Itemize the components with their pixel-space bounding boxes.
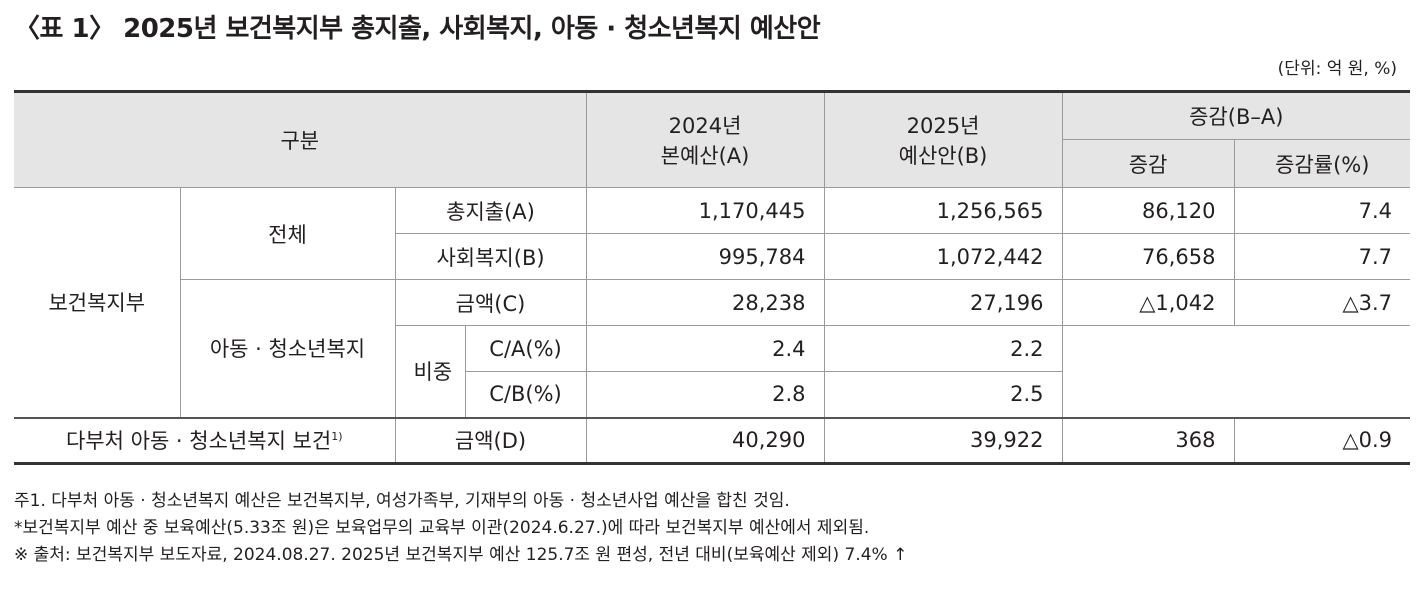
cell-2025: 39,922 — [823, 416, 1063, 465]
group-mohw: 보건복지부 — [14, 187, 181, 418]
cell-2024: 2.8 — [585, 371, 825, 418]
cell-rate: 7.4 — [1233, 187, 1411, 234]
cell-2024: 28,238 — [585, 279, 825, 326]
row-label: 금액(C) — [394, 279, 587, 326]
header-2025-year: 2025년 — [906, 114, 980, 138]
group-share: 비중 — [395, 325, 466, 418]
header-change-rate: 증감률(%) — [1233, 139, 1411, 188]
cell-2025: 27,196 — [823, 279, 1063, 326]
header-subrow: 증감 증감률(%) — [14, 139, 1411, 188]
cell-2024: 2.4 — [585, 325, 825, 372]
row-label: 총지출(A) — [394, 187, 587, 234]
row-label: C/B(%) — [465, 371, 587, 418]
row-label: 금액(D) — [394, 416, 587, 465]
source-note: ※ 출처: 보건복지부 보도자료, 2024.08.27. 2025년 보건복지… — [14, 545, 908, 565]
cell-2025: 2.5 — [823, 371, 1063, 418]
footnotes: 주1. 다부처 아동 · 청소년복지 예산은 보건복지부, 여성가족부, 기재부… — [14, 488, 907, 569]
cell-rate: △0.9 — [1233, 416, 1411, 465]
table-row: 다부처 아동 · 청소년복지 보건1) 금액(D) 40,290 39,922 … — [14, 416, 1411, 465]
cell-2024: 1,170,445 — [585, 187, 825, 234]
header-2025: 2025년 예산안(B) — [823, 90, 1063, 188]
unit-label: (단위: 억 원, %) — [1277, 59, 1397, 79]
table-row: 아동 · 청소년복지 금액(C) 28,238 27,196 △1,042 △3… — [14, 279, 1411, 418]
empty-cell — [1062, 325, 1411, 418]
cell-rate: 7.7 — [1233, 233, 1411, 280]
cell-diff: △1,042 — [1061, 279, 1235, 326]
table-row: 비중 C/A(%) 2.4 2.2 — [14, 325, 1411, 418]
budget-table: 구분 2024년 본예산(A) 2025년 예산안(B) 증감(B–A) 증감 … — [14, 90, 1411, 465]
header-2024-year: 2024년 — [668, 114, 742, 138]
table-row: C/B(%) 2.8 2.5 — [14, 371, 1410, 418]
header-row: 구분 2024년 본예산(A) 2025년 예산안(B) 증감(B–A) — [14, 90, 1411, 188]
cell-2025: 2.2 — [823, 325, 1063, 372]
header-2024: 2024년 본예산(A) — [585, 90, 825, 188]
cell-2024: 995,784 — [585, 233, 825, 280]
group-child-youth: 아동 · 청소년복지 — [180, 279, 396, 418]
row-label: C/A(%) — [464, 325, 587, 372]
cell-diff: 86,120 — [1061, 187, 1235, 234]
cell-2025: 1,072,442 — [823, 233, 1063, 280]
footnote-2: *보건복지부 예산 중 보육예산(5.33조 원)은 보육업무의 교육부 이관(… — [14, 518, 870, 538]
page-title: 〈표 1〉 2025년 보건복지부 총지출, 사회복지, 아동 · 청소년복지 … — [14, 14, 821, 44]
row-label: 사회복지(B) — [395, 233, 587, 280]
footnote-1: 주1. 다부처 아동 · 청소년복지 예산은 보건복지부, 여성가족부, 기재부… — [14, 491, 790, 511]
header-2025-type: 예산안(B) — [898, 144, 988, 168]
cell-2024: 40,290 — [585, 416, 825, 465]
group-other-ministries: 다부처 아동 · 청소년복지 보건1) — [14, 416, 396, 465]
cell-diff: 368 — [1061, 416, 1235, 465]
header-category: 구분 — [14, 90, 587, 188]
header-2024-type: 본예산(A) — [660, 144, 750, 168]
group-total: 전체 — [179, 187, 396, 280]
group-other-ministries-label: 다부처 아동 · 청소년복지 보건 — [65, 429, 332, 454]
cell-rate: △3.7 — [1233, 279, 1411, 326]
header-change-amount: 증감 — [1062, 139, 1235, 188]
table-row: 사회복지(B) 995,784 1,072,442 76,658 7.7 — [14, 233, 1411, 280]
header-change: 증감(B–A) — [1061, 90, 1411, 140]
cell-diff: 76,658 — [1061, 233, 1235, 280]
footnote-marker: 1) — [331, 430, 343, 444]
cell-2025: 1,256,565 — [823, 187, 1063, 234]
table-row: 보건복지부 전체 총지출(A) 1,170,445 1,256,565 86,1… — [14, 187, 1411, 418]
